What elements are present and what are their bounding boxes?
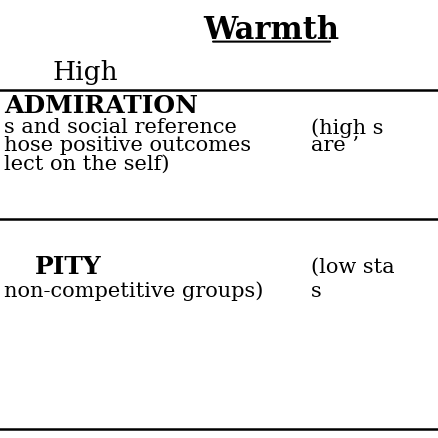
Text: are ’: are ’ — [311, 136, 359, 155]
Text: PITY: PITY — [35, 255, 102, 279]
Text: Warmth: Warmth — [204, 15, 339, 46]
Text: (high s: (high s — [311, 118, 384, 138]
Text: (low sta: (low sta — [311, 258, 395, 277]
Text: s and social reference: s and social reference — [4, 118, 237, 138]
Text: ADMIRATION: ADMIRATION — [4, 94, 198, 118]
Text: hose positive outcomes: hose positive outcomes — [4, 136, 251, 155]
Text: High: High — [53, 60, 118, 85]
Text: non-competitive groups): non-competitive groups) — [4, 282, 264, 301]
Text: s: s — [311, 282, 322, 301]
Text: lect on the self): lect on the self) — [4, 154, 170, 173]
